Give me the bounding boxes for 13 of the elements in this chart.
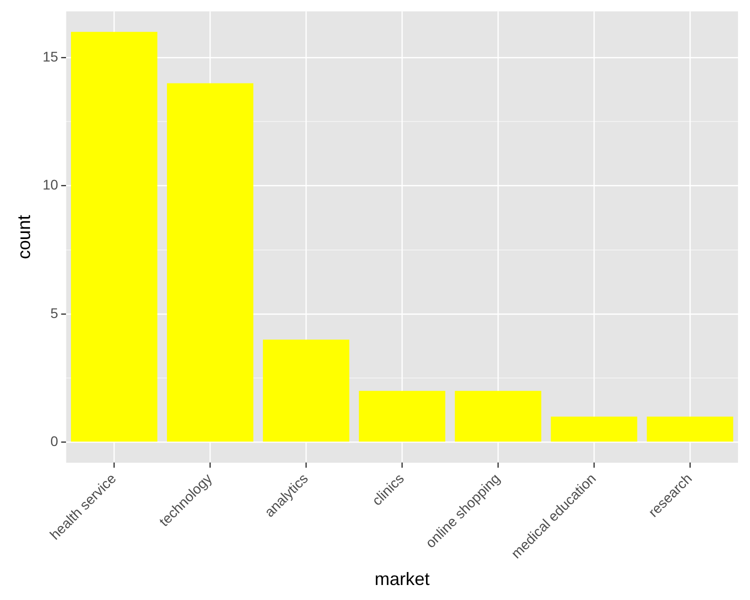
x-axis-title: market — [374, 569, 430, 590]
y-tick-label: 0 — [50, 433, 58, 450]
bar — [166, 83, 254, 442]
y-axis-title: count — [14, 215, 34, 260]
bar — [358, 390, 446, 442]
y-tick-label: 5 — [50, 304, 58, 321]
bar — [646, 416, 734, 442]
bar — [262, 340, 350, 442]
bar — [550, 416, 638, 442]
y-tick-label: 10 — [42, 176, 58, 193]
y-tick-label: 15 — [42, 48, 58, 64]
bar — [454, 390, 542, 442]
bar — [70, 32, 158, 442]
